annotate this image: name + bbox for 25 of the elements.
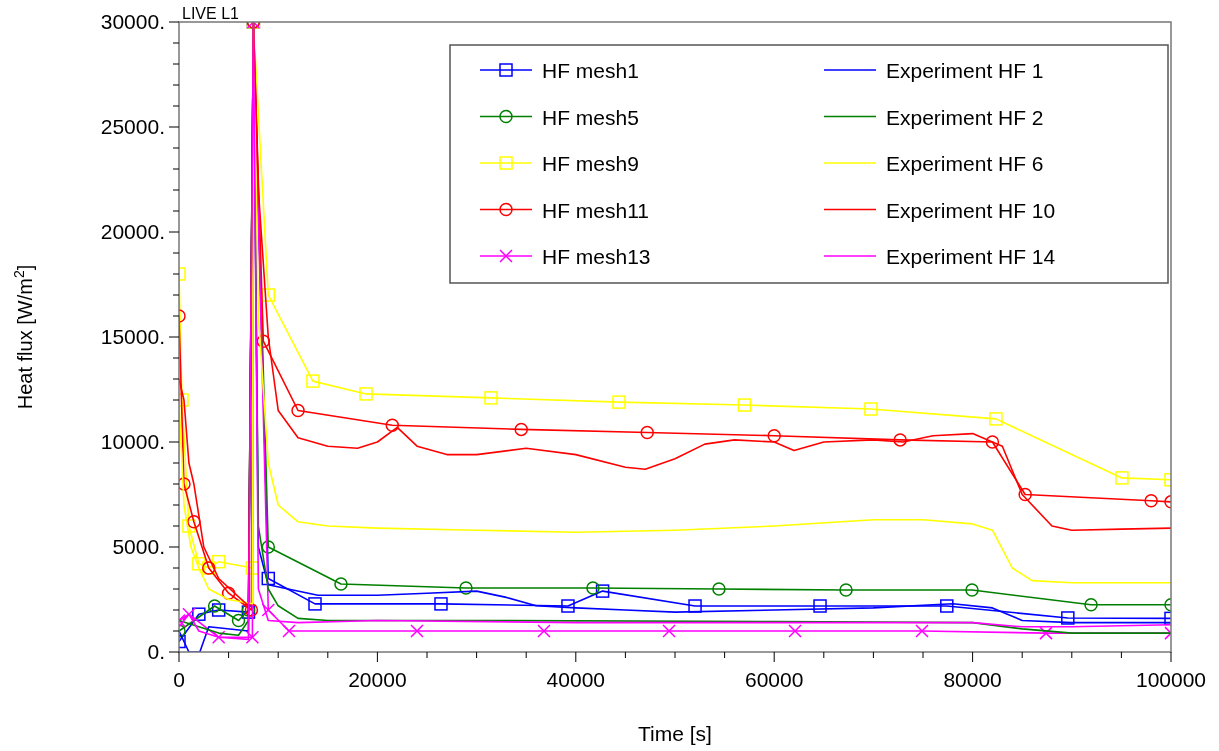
y-tick-label: 15000. xyxy=(100,325,165,348)
x-tick-label: 60000 xyxy=(745,668,804,691)
legend-label: Experiment HF 14 xyxy=(886,245,1056,268)
legend-label: Experiment HF 1 xyxy=(886,59,1044,82)
legend-label: HF mesh9 xyxy=(542,152,639,175)
x-tick-label: 80000 xyxy=(943,668,1002,691)
legend-label: Experiment HF 10 xyxy=(886,198,1056,222)
y-tick-label: 25000. xyxy=(100,115,165,138)
y-tick-label: 20000. xyxy=(100,220,165,243)
legend-label: Experiment HF 2 xyxy=(886,105,1044,129)
x-tick-label: 20000 xyxy=(348,668,407,691)
x-tick-label: 40000 xyxy=(546,668,605,691)
x-tick-label: 100000 xyxy=(1135,668,1207,691)
legend-label: HF mesh5 xyxy=(542,105,639,129)
x-tick-label: 0 xyxy=(173,668,185,691)
y-tick-label: 30000. xyxy=(100,10,165,33)
legend-label: HF mesh13 xyxy=(542,245,651,268)
y-tick-label: 0. xyxy=(147,640,165,663)
legend-label: HF mesh11 xyxy=(542,198,649,222)
x-axis-title: Time [s] xyxy=(638,722,712,745)
y-tick-label: 5000. xyxy=(112,535,165,558)
annotation: LIVE L1 xyxy=(182,5,240,22)
y-tick-label: 10000. xyxy=(100,430,165,453)
legend-label: Experiment HF 6 xyxy=(886,152,1044,175)
legend-label: HF mesh1 xyxy=(542,59,639,82)
